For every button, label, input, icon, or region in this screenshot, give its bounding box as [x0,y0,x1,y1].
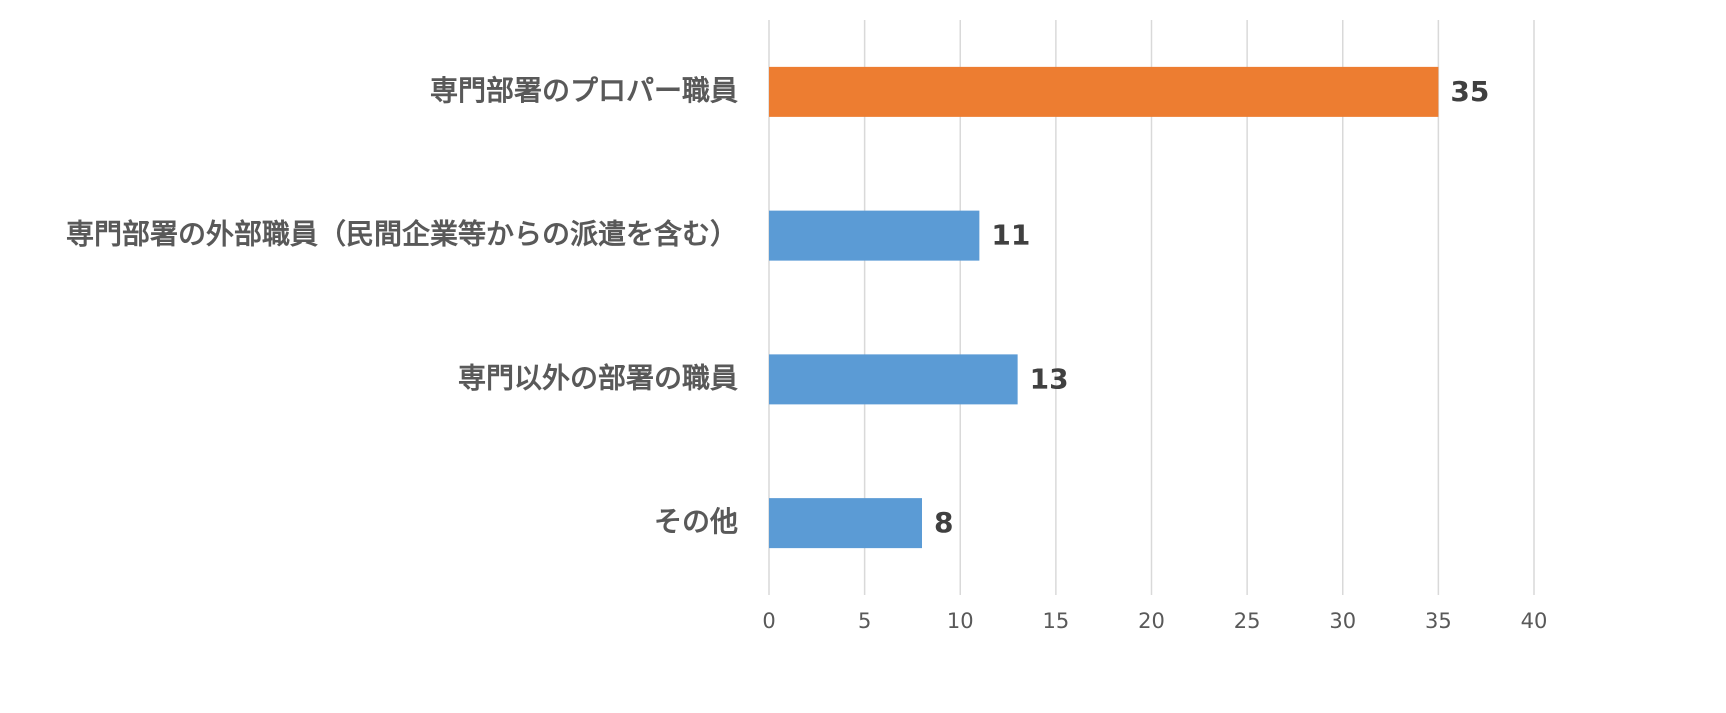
data-label: 11 [991,219,1030,252]
y-tick-label: 専門以外の部署の職員 [458,361,738,394]
x-tick-label: 40 [1521,609,1548,633]
y-tick-label: 専門部署のプロパー職員 [430,74,738,107]
bar [769,66,1439,117]
data-label: 8 [934,506,953,539]
x-tick-label: 0 [762,609,775,633]
y-tick-label: その他 [654,505,738,538]
y-tick-label: 専門部署の外部職員（民間企業等からの派遣を含む） [66,218,738,251]
bar [769,354,1018,405]
x-tick-label: 20 [1138,609,1165,633]
bar [769,498,922,549]
bar [769,210,980,261]
x-tick-label: 30 [1329,609,1356,633]
x-tick-label: 10 [947,609,974,633]
x-tick-label: 5 [858,609,871,633]
x-tick-label: 25 [1234,609,1261,633]
x-tick-label: 35 [1425,609,1452,633]
data-label: 35 [1450,75,1489,108]
x-tick-label: 15 [1043,609,1070,633]
data-label: 13 [1030,362,1069,395]
